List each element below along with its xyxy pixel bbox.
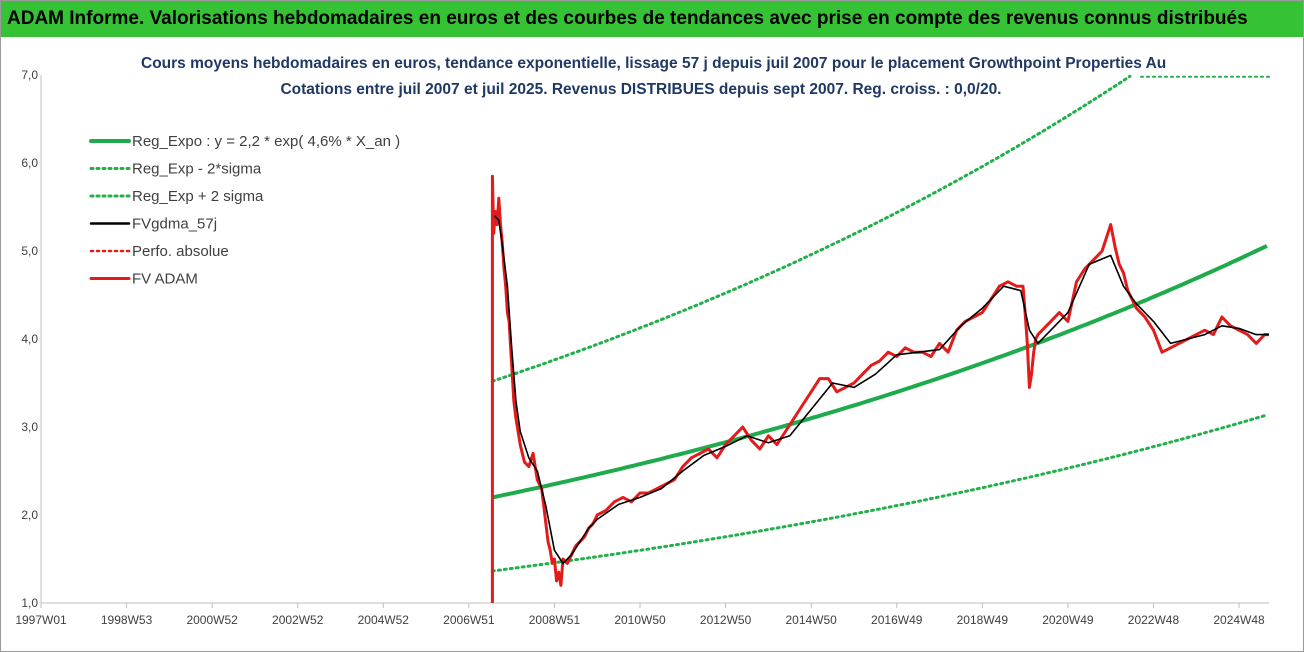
- report-banner: ADAM Informe. Valorisations hebdomadaire…: [1, 1, 1303, 37]
- x-tick-label: 2002W52: [272, 613, 324, 627]
- y-tick-label: 4,0: [21, 332, 38, 346]
- legend-label-reg_expo: Reg_Expo : y = 2,2 * exp( 4,6% * X_an ): [132, 133, 400, 150]
- reg-expo-line: [491, 244, 1268, 500]
- y-tick-label: 5,0: [21, 244, 38, 258]
- chart-legend: Reg_Expo : y = 2,2 * exp( 4,6% * X_an ) R…: [89, 133, 400, 288]
- y-tick-label: 3,0: [21, 420, 38, 434]
- legend-label-fvadam: FV ADAM: [132, 271, 198, 288]
- x-tick-label: 2024W48: [1213, 613, 1265, 627]
- chart-subtitle: Cotations entre juil 2007 et juil 2025. …: [280, 81, 1002, 98]
- legend-label-fvgdma: FVgdma_57j: [132, 216, 217, 233]
- y-tick-label: 6,0: [21, 156, 38, 170]
- chart-axes: 1,0 2,0 3,0 4,0 5,0 6,0 7,0 1997W01 1998W53 2000W…: [15, 68, 1269, 627]
- fvgdma-57j-line: [493, 215, 1269, 565]
- x-tick-label: 2000W52: [186, 613, 238, 627]
- legend-label-sigma_upper: Reg_Exp + 2 sigma: [132, 188, 264, 205]
- x-tick-label: 2004W52: [358, 613, 410, 627]
- y-tick-label: 7,0: [21, 68, 38, 82]
- reg-exp-minus-2sigma-line: [490, 413, 1269, 573]
- legend-label-sigma_lower: Reg_Exp - 2*sigma: [132, 161, 262, 178]
- legend-label-perfo: Perfo. absolue: [132, 243, 229, 260]
- fv-adam-line: [490, 174, 1269, 603]
- x-tick-label: 2010W50: [614, 613, 666, 627]
- x-tick-label: 2012W50: [700, 613, 752, 627]
- x-tick-label: 1997W01: [15, 613, 67, 627]
- chart-title: Cours moyens hebdomadaires en euros, ten…: [141, 55, 1167, 72]
- x-tick-label: 2020W49: [1042, 613, 1094, 627]
- x-tick-label: 2016W49: [871, 613, 923, 627]
- chart-lines: [490, 74, 1270, 603]
- x-tick-label: 2018W49: [957, 613, 1009, 627]
- y-tick-label: 1,0: [21, 596, 38, 610]
- x-tick-label: 2008W51: [529, 613, 581, 627]
- x-tick-label: 2022W48: [1128, 613, 1180, 627]
- y-tick-label: 2,0: [21, 508, 38, 522]
- reg-exp-plus-2sigma-line: [490, 74, 1132, 383]
- x-tick-label: 2006W51: [443, 613, 495, 627]
- x-tick-label: 1998W53: [101, 613, 153, 627]
- x-tick-label: 2014W50: [785, 613, 837, 627]
